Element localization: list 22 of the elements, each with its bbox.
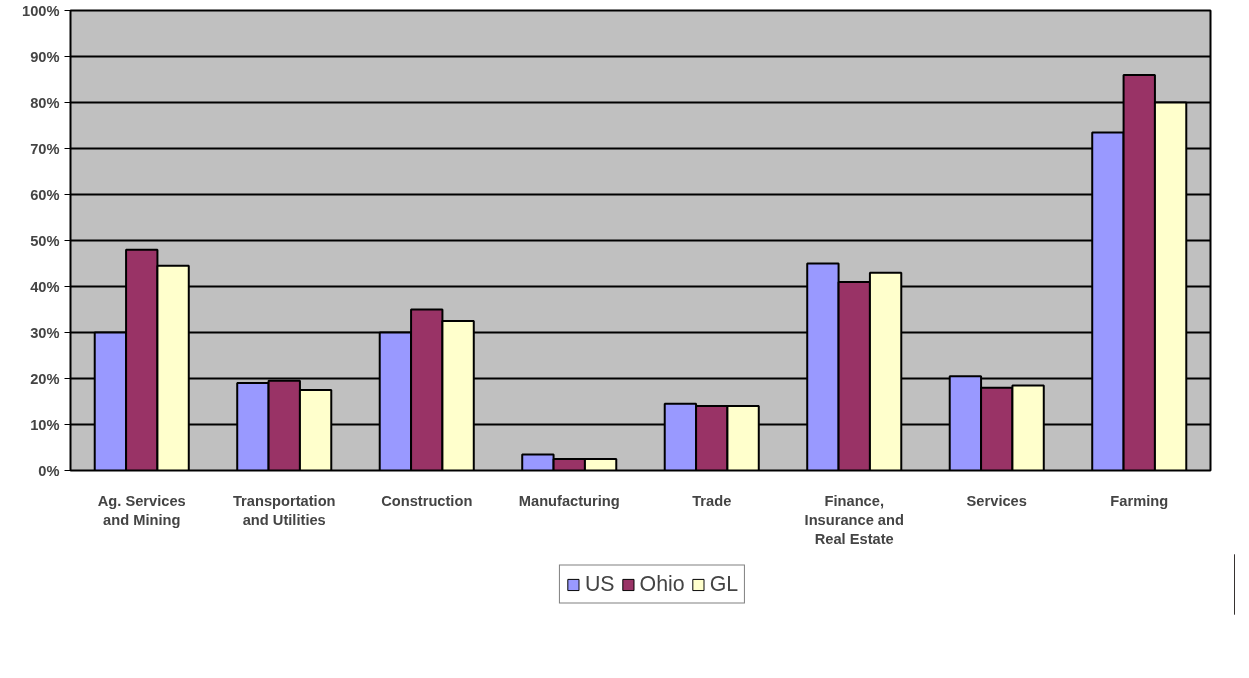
x-tick-label: Farming [1110, 492, 1169, 509]
legend-label: Ohio [639, 571, 685, 597]
x-tick-label: Services [966, 492, 1027, 509]
y-tick-label: 0% [38, 462, 60, 479]
legend-label: US [584, 571, 615, 597]
x-tick-label: Trade [692, 492, 732, 509]
y-tick-label: 10% [30, 416, 60, 433]
y-tick-label: 30% [30, 324, 60, 341]
x-tick-label: Transportation and Utilities [232, 492, 336, 528]
y-tick-label: 50% [30, 232, 60, 249]
y-tick-label: 80% [30, 94, 60, 111]
x-tick-label: Manufacturing [518, 492, 620, 509]
legend-label: GL [709, 571, 739, 597]
x-tick-label: Finance, Insurance and Real Estate [804, 492, 904, 547]
y-tick-label: 40% [30, 278, 60, 295]
y-tick-label: 70% [30, 140, 60, 157]
y-tick-label: 90% [30, 48, 60, 65]
y-tick-label: 20% [30, 370, 60, 387]
x-tick-label: Ag. Services and Mining [97, 492, 186, 528]
y-tick-label: 100% [22, 2, 60, 19]
x-tick-label: Construction [381, 492, 473, 509]
y-tick-label: 60% [30, 186, 60, 203]
